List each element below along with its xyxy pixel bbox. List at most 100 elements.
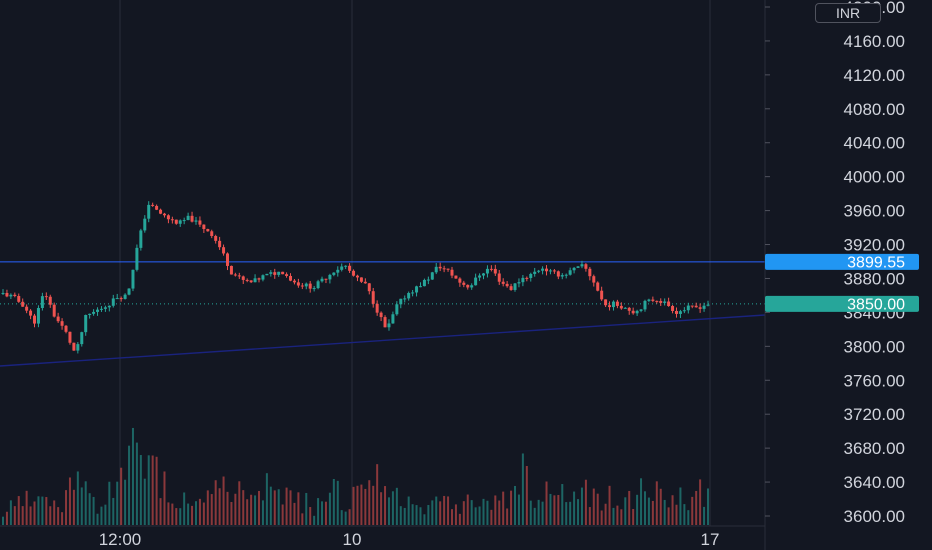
candle-body[interactable] bbox=[56, 316, 60, 322]
candle-body[interactable] bbox=[375, 303, 379, 313]
candle-body[interactable] bbox=[202, 224, 206, 230]
candle-body[interactable] bbox=[76, 344, 80, 351]
candle-body[interactable] bbox=[422, 279, 426, 287]
candle-body[interactable] bbox=[478, 275, 482, 278]
candle-body[interactable] bbox=[702, 305, 706, 309]
candle-body[interactable] bbox=[623, 307, 627, 309]
candle-body[interactable] bbox=[214, 236, 218, 241]
candle-body[interactable] bbox=[482, 273, 486, 276]
candle-body[interactable] bbox=[643, 300, 647, 310]
candle-body[interactable] bbox=[363, 281, 367, 284]
candle-body[interactable] bbox=[111, 298, 115, 306]
candle-body[interactable] bbox=[545, 268, 549, 272]
candle-body[interactable] bbox=[265, 273, 269, 276]
candle-body[interactable] bbox=[403, 298, 407, 300]
candle-body[interactable] bbox=[296, 282, 300, 286]
candle-body[interactable] bbox=[355, 275, 359, 278]
candle-body[interactable] bbox=[237, 275, 241, 277]
candle-body[interactable] bbox=[584, 264, 588, 269]
candle-body[interactable] bbox=[174, 219, 178, 224]
candle-body[interactable] bbox=[619, 305, 623, 309]
candle-body[interactable] bbox=[521, 277, 525, 283]
candle-body[interactable] bbox=[88, 313, 92, 315]
candle-body[interactable] bbox=[36, 308, 40, 324]
candle-body[interactable] bbox=[426, 279, 430, 281]
candle-body[interactable] bbox=[690, 305, 694, 307]
candle-body[interactable] bbox=[340, 266, 344, 270]
candle-body[interactable] bbox=[332, 272, 336, 275]
candle-body[interactable] bbox=[64, 325, 68, 332]
candle-body[interactable] bbox=[229, 265, 233, 275]
candle-body[interactable] bbox=[391, 314, 395, 324]
candle-body[interactable] bbox=[533, 271, 537, 274]
candle-body[interactable] bbox=[485, 268, 489, 274]
candle-body[interactable] bbox=[588, 268, 592, 277]
candle-body[interactable] bbox=[560, 275, 564, 277]
candle-body[interactable] bbox=[194, 220, 198, 222]
candle-body[interactable] bbox=[198, 220, 202, 225]
candle-body[interactable] bbox=[1, 292, 5, 294]
candle-body[interactable] bbox=[399, 298, 403, 305]
candle-body[interactable] bbox=[631, 310, 635, 314]
candle-body[interactable] bbox=[698, 307, 702, 309]
candle-body[interactable] bbox=[615, 301, 619, 306]
candle-body[interactable] bbox=[166, 215, 170, 220]
candle-body[interactable] bbox=[509, 286, 513, 290]
candle-body[interactable] bbox=[572, 267, 576, 271]
candle-body[interactable] bbox=[513, 283, 517, 290]
candle-body[interactable] bbox=[269, 272, 273, 274]
candle-body[interactable] bbox=[29, 310, 33, 316]
candle-body[interactable] bbox=[285, 274, 289, 276]
candle-body[interactable] bbox=[159, 209, 163, 214]
candle-body[interactable] bbox=[206, 229, 210, 232]
candle-body[interactable] bbox=[107, 305, 111, 308]
candle-body[interactable] bbox=[147, 204, 151, 219]
trend-line[interactable] bbox=[0, 314, 766, 367]
candle-body[interactable] bbox=[257, 278, 261, 280]
candle-body[interactable] bbox=[442, 268, 446, 270]
candle-body[interactable] bbox=[418, 286, 422, 288]
candle-body[interactable] bbox=[438, 266, 442, 269]
candle-body[interactable] bbox=[352, 270, 356, 276]
candle-body[interactable] bbox=[383, 317, 387, 328]
candle-body[interactable] bbox=[411, 292, 415, 294]
time-axis[interactable]: 12:00 10 17 bbox=[0, 525, 765, 549]
candle-body[interactable] bbox=[497, 273, 501, 282]
candle-body[interactable] bbox=[222, 247, 226, 254]
candle-body[interactable] bbox=[608, 305, 612, 308]
candle-body[interactable] bbox=[348, 265, 352, 271]
candle-body[interactable] bbox=[320, 278, 324, 282]
candle-body[interactable] bbox=[600, 290, 604, 300]
candle-body[interactable] bbox=[517, 282, 521, 284]
candle-body[interactable] bbox=[596, 282, 600, 291]
candle-body[interactable] bbox=[103, 307, 107, 309]
candle-body[interactable] bbox=[308, 283, 312, 289]
candle-body[interactable] bbox=[60, 321, 64, 326]
candle-body[interactable] bbox=[210, 231, 214, 237]
candle-body[interactable] bbox=[300, 285, 304, 287]
candle-body[interactable] bbox=[324, 278, 328, 280]
candle-body[interactable] bbox=[344, 265, 348, 267]
candle-body[interactable] bbox=[115, 298, 119, 300]
candle-body[interactable] bbox=[568, 270, 572, 275]
candle-body[interactable] bbox=[84, 314, 88, 333]
candle-body[interactable] bbox=[80, 332, 84, 345]
candle-body[interactable] bbox=[663, 301, 667, 303]
candle-body[interactable] bbox=[170, 219, 174, 221]
candle-body[interactable] bbox=[139, 230, 143, 248]
candle-body[interactable] bbox=[33, 315, 37, 324]
candle-body[interactable] bbox=[462, 282, 466, 285]
candle-body[interactable] bbox=[40, 296, 44, 309]
candle-body[interactable] bbox=[162, 213, 166, 216]
candle-body[interactable] bbox=[316, 281, 320, 289]
candle-body[interactable] bbox=[52, 304, 56, 317]
candle-body[interactable] bbox=[541, 268, 545, 271]
candle-body[interactable] bbox=[667, 301, 671, 307]
candles[interactable] bbox=[1, 201, 710, 354]
candle-body[interactable] bbox=[304, 283, 308, 287]
candle-body[interactable] bbox=[639, 309, 643, 311]
candle-body[interactable] bbox=[627, 307, 631, 311]
candle-body[interactable] bbox=[454, 275, 458, 279]
